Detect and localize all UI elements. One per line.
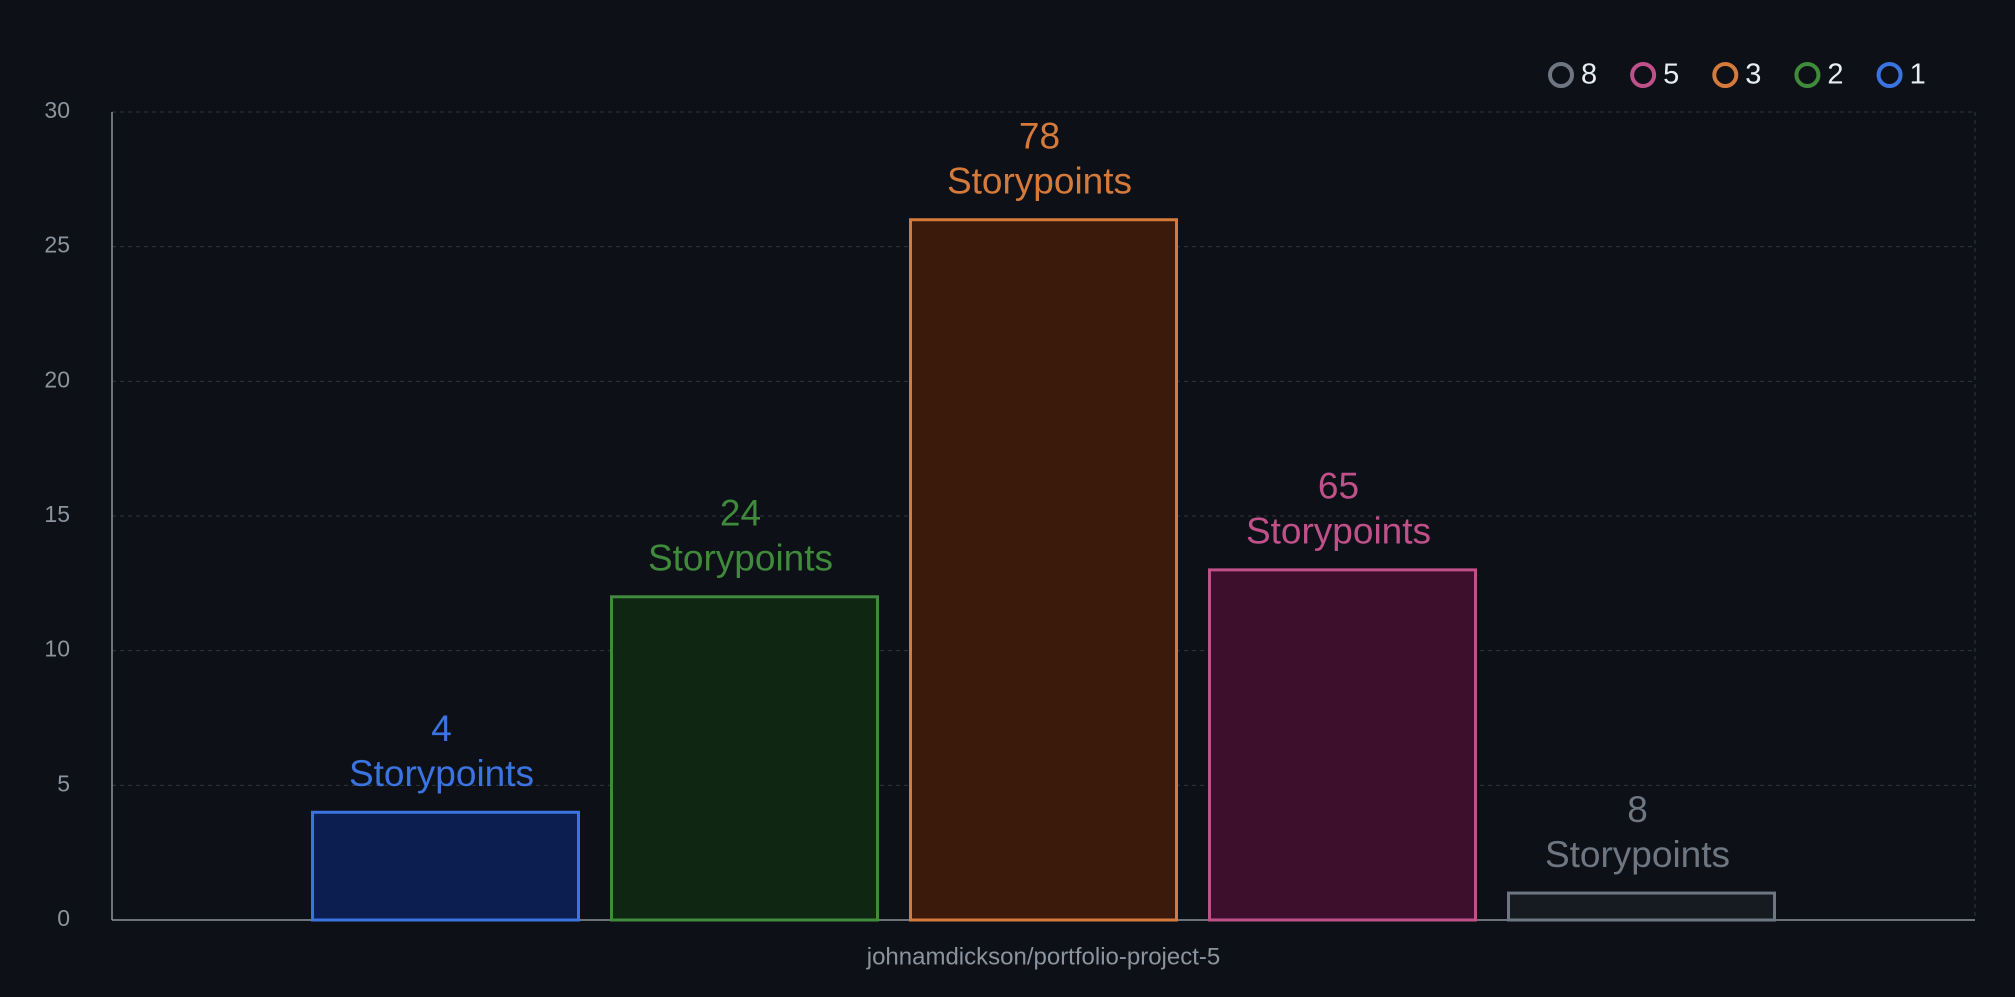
bar-label-value: 4 — [431, 708, 452, 749]
bar-label-unit: Storypoints — [349, 753, 534, 794]
legend-label: 3 — [1745, 59, 1761, 91]
legend-marker — [1548, 62, 1574, 88]
y-tick-label: 20 — [44, 366, 70, 392]
y-tick-label: 5 — [57, 770, 70, 796]
bar-label-value: 8 — [1627, 789, 1648, 830]
y-tick-label: 15 — [44, 501, 70, 527]
bar-label-value: 24 — [720, 493, 761, 534]
legend-marker — [1712, 62, 1739, 88]
legend-label: 2 — [1827, 59, 1843, 91]
x-tick-label: johnamdickson/portfolio-project-5 — [866, 943, 1221, 970]
bar — [1208, 568, 1477, 922]
legend-label: 5 — [1663, 59, 1679, 91]
bar-label-value: 78 — [1019, 116, 1060, 157]
bar-label-value: 65 — [1318, 466, 1359, 507]
y-tick-label: 25 — [44, 232, 70, 258]
bar — [909, 218, 1178, 922]
legend-label: 8 — [1581, 59, 1597, 91]
legend-marker — [1794, 62, 1821, 88]
legend-marker — [1876, 62, 1903, 88]
legend-label: 1 — [1910, 59, 1926, 91]
bar-label-unit: Storypoints — [1246, 511, 1431, 552]
y-tick-label: 10 — [44, 636, 70, 662]
bar-label-unit: Storypoints — [1545, 834, 1730, 875]
bar — [311, 810, 580, 922]
y-tick-label: 30 — [44, 97, 70, 123]
bar-label-unit: Storypoints — [648, 538, 833, 579]
y-tick-label: 0 — [57, 905, 70, 931]
bar — [610, 595, 879, 922]
bar-label-unit: Storypoints — [947, 161, 1132, 202]
bar — [1507, 891, 1776, 922]
legend-marker — [1630, 62, 1657, 88]
